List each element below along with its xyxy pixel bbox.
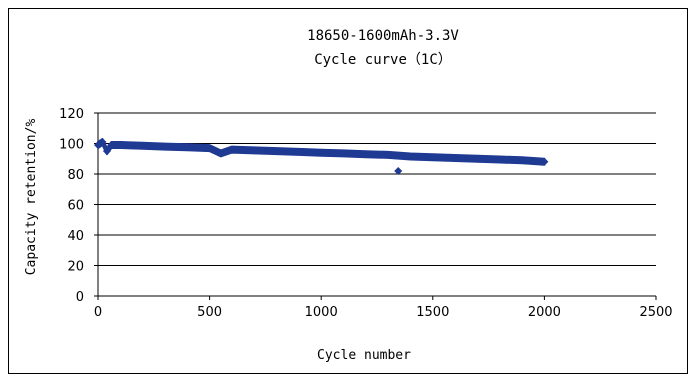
x-axis-label: Cycle number <box>317 348 411 363</box>
chart-frame: 18650-1600mAh-3.3V Cycle curve（1C） 0 20 40… <box>8 8 688 374</box>
data-point <box>205 144 214 153</box>
y-tick-labels: 0 20 40 60 80 100 120 <box>59 107 84 305</box>
y-tick-label: 120 <box>59 107 84 122</box>
y-tick-label: 100 <box>59 138 84 153</box>
y-tick-label: 80 <box>67 168 84 183</box>
data-point <box>473 154 482 163</box>
y-tick-label: 20 <box>67 260 84 275</box>
data-point <box>339 149 348 158</box>
data-point <box>361 150 370 159</box>
y-axis-label: Capacity retention/% <box>24 119 39 276</box>
y-tick-label: 0 <box>76 290 84 305</box>
x-tick-label: 1500 <box>416 305 449 320</box>
data-point <box>317 148 326 157</box>
data-point <box>102 147 111 156</box>
x-tick-label: 2000 <box>528 305 561 320</box>
data-point <box>183 143 192 152</box>
data-point <box>394 166 403 175</box>
x-tick-label: 2500 <box>639 305 672 320</box>
data-point <box>216 149 225 158</box>
data-point <box>428 153 437 162</box>
grid-lines <box>98 112 656 266</box>
data-point <box>406 152 415 161</box>
data-point <box>227 145 236 154</box>
data-points <box>94 137 549 175</box>
x-tick-labels: 0 500 1000 1500 2000 2500 <box>94 305 673 320</box>
data-point <box>116 141 125 150</box>
data-point <box>138 141 147 150</box>
x-tick-label: 500 <box>197 305 222 320</box>
y-tick-label: 40 <box>67 229 84 244</box>
x-tick-label: 1000 <box>305 305 338 320</box>
data-point <box>518 156 527 165</box>
axes <box>94 112 657 300</box>
data-point <box>107 141 116 150</box>
data-point <box>495 155 504 164</box>
data-point <box>98 137 107 146</box>
x-tick-label: 0 <box>94 305 102 320</box>
data-point <box>272 147 281 156</box>
chart-canvas: 18650-1600mAh-3.3V Cycle curve（1C） 0 20 40… <box>24 28 673 363</box>
chart-subtitle: Cycle curve（1C） <box>314 52 452 68</box>
data-point <box>160 142 169 151</box>
chart-title: 18650-1600mAh-3.3V <box>307 28 459 44</box>
data-point <box>540 157 549 166</box>
y-tick-label: 60 <box>67 199 84 214</box>
data-point <box>294 147 303 156</box>
data-point <box>250 146 259 155</box>
data-point <box>384 150 393 159</box>
data-point <box>451 153 460 162</box>
